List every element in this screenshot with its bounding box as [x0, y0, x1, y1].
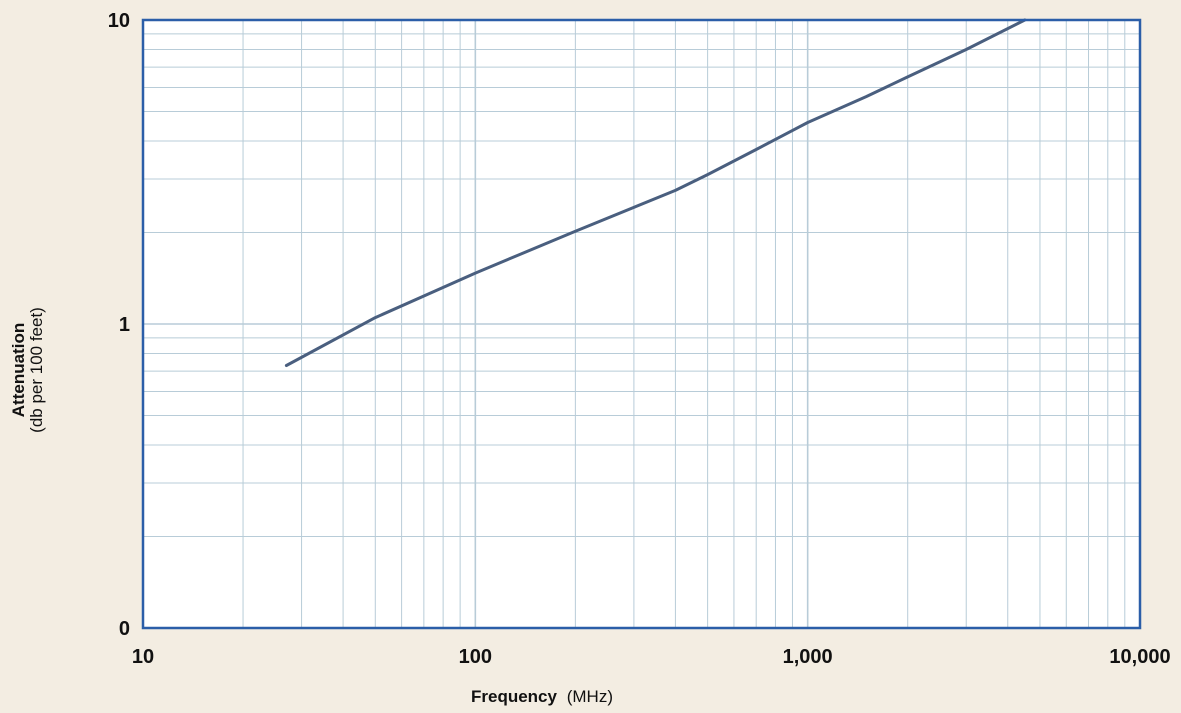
x-tick-label: 100	[459, 646, 492, 668]
y-axis-title: Attenuation (db per 100 feet)	[9, 307, 46, 433]
attenuation-line	[284, 18, 1027, 367]
y-tick-labels: 0 1 10	[108, 10, 130, 640]
plot-frame	[141, 18, 1142, 630]
y-axis-label: Attenuation	[9, 323, 28, 417]
grid-lines	[142, 20, 1140, 629]
x-tick-label: 10	[132, 646, 154, 668]
y-axis-unit: (db per 100 feet)	[27, 307, 46, 433]
x-axis-label: Frequency	[471, 687, 558, 706]
x-axis-unit: (MHz)	[567, 687, 613, 706]
x-tick-label: 10,000	[1109, 646, 1170, 668]
y-tick-label: 0	[119, 618, 130, 640]
y-tick-label: 10	[108, 10, 130, 32]
x-axis-title: Frequency (MHz)	[471, 687, 613, 706]
x-tick-label: 1,000	[783, 646, 833, 668]
y-tick-label: 1	[119, 314, 130, 336]
x-tick-labels: 10 100 1,000 10,000	[132, 646, 1171, 668]
